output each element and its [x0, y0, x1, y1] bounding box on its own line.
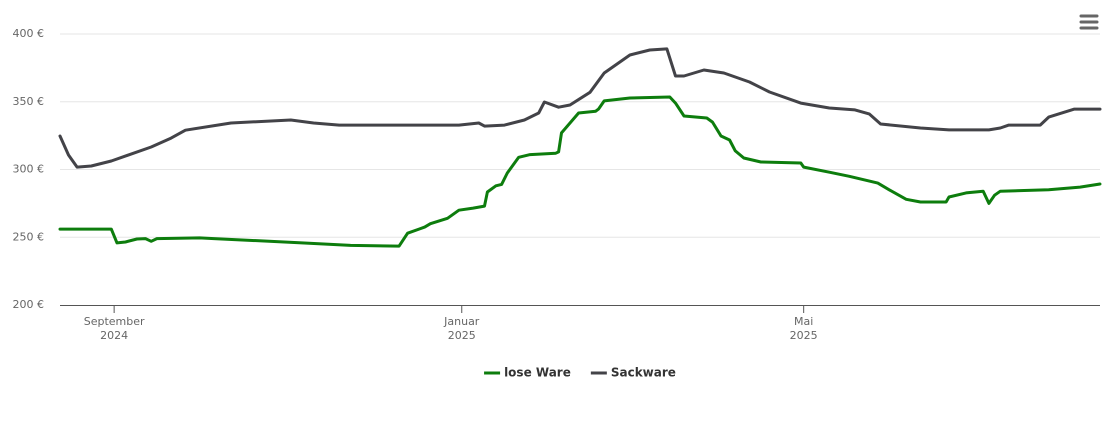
legend-item[interactable]: lose Ware [484, 366, 571, 380]
x-tick-label-line: September [84, 315, 145, 328]
y-tick-label: 250 € [13, 230, 45, 243]
series-line [58, 47, 1102, 169]
legend-item[interactable]: Sackware [590, 366, 676, 380]
x-tick-label-line: Mai [794, 315, 813, 328]
x-tick-label: Januar 2025 [443, 315, 480, 342]
x-tick-label-line: 2025 [448, 329, 476, 342]
series-line [58, 95, 1102, 248]
y-tick-label: 350 € [13, 95, 45, 108]
legend-label: lose Ware [504, 366, 571, 380]
legend-label: Sackware [611, 366, 676, 380]
y-tick-label: 200 € [13, 298, 45, 311]
y-tick-label: 400 € [13, 27, 45, 40]
x-tick-label: Mai 2025 [790, 315, 818, 342]
legend: lose Ware Sackware [484, 366, 676, 380]
x-tick-label-line: Januar [443, 315, 480, 328]
x-tick-label: September 2024 [84, 315, 145, 342]
y-tick-label: 300 € [13, 163, 45, 176]
menu-button[interactable] [1079, 13, 1099, 31]
x-tick-label-line: 2025 [790, 329, 818, 342]
x-tick-label-line: 2024 [100, 329, 128, 342]
